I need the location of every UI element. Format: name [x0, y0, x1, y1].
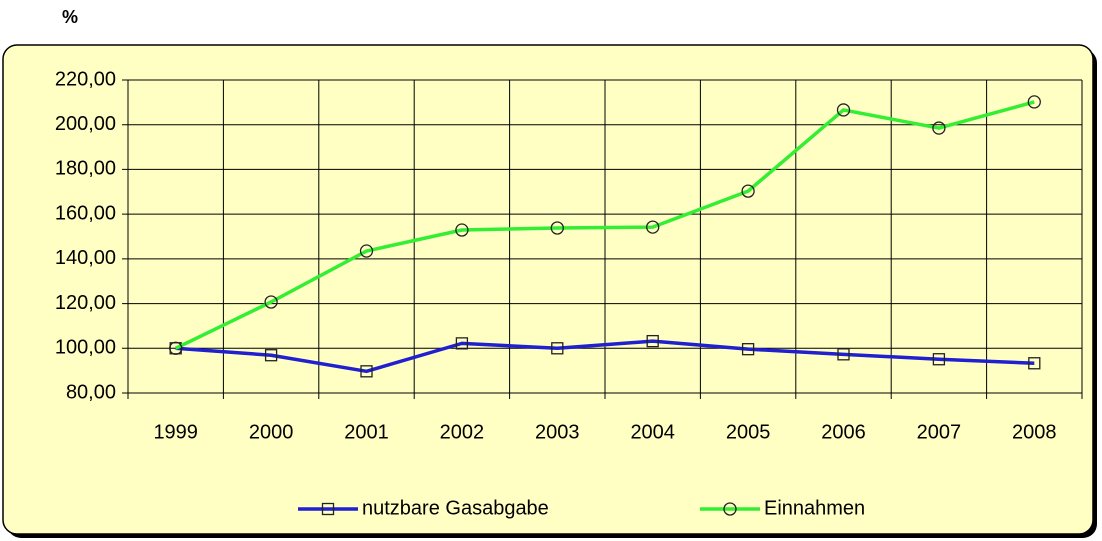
marker: [741, 184, 755, 198]
y-tick-label: 200,00: [55, 113, 116, 135]
marker: [550, 221, 564, 235]
marker: [836, 103, 851, 117]
series-line: [175, 339, 1035, 374]
y-tick-label: 120,00: [55, 292, 116, 314]
marker: [1027, 95, 1041, 109]
marker: [551, 342, 564, 355]
x-tick-label: 2001: [344, 421, 389, 443]
marker: [169, 341, 183, 355]
x-tick-label: 2003: [535, 421, 580, 443]
y-tick-label: 180,00: [55, 158, 116, 180]
y-tick-label: 140,00: [55, 247, 116, 269]
x-tick-label: 1999: [153, 421, 198, 443]
marker: [360, 365, 373, 378]
legend-marker: [321, 502, 335, 516]
x-tick-label: 2008: [1012, 421, 1057, 443]
marker: [932, 353, 946, 366]
marker: [455, 223, 469, 237]
marker: [646, 220, 660, 234]
legend-marker: [723, 502, 737, 516]
x-tick-label: 2007: [917, 421, 962, 443]
y-tick-label: 220,00: [55, 68, 116, 90]
marker: [264, 295, 278, 309]
marker: [455, 337, 469, 350]
marker: [741, 343, 755, 356]
marker: [646, 334, 659, 348]
y-axis-label: %: [62, 7, 78, 27]
y-tick-label: 80,00: [66, 381, 116, 403]
x-tick-label: 2006: [821, 421, 866, 443]
marker: [359, 244, 374, 258]
y-tick-label: 100,00: [55, 337, 116, 359]
x-tick-label: 2000: [249, 421, 294, 443]
marker: [1028, 357, 1041, 370]
legend-label: Einnahmen: [764, 497, 865, 519]
y-tick-label: 160,00: [55, 202, 116, 224]
x-tick-label: 2005: [726, 421, 771, 443]
series-line: [174, 100, 1035, 350]
x-tick-label: 2004: [630, 421, 675, 443]
legend-label: nutzbare Gasabgabe: [362, 497, 549, 519]
marker: [264, 349, 278, 362]
marker: [932, 121, 946, 135]
frame: [2, 44, 1094, 535]
marker: [837, 348, 850, 361]
x-tick-label: 2002: [440, 421, 485, 443]
